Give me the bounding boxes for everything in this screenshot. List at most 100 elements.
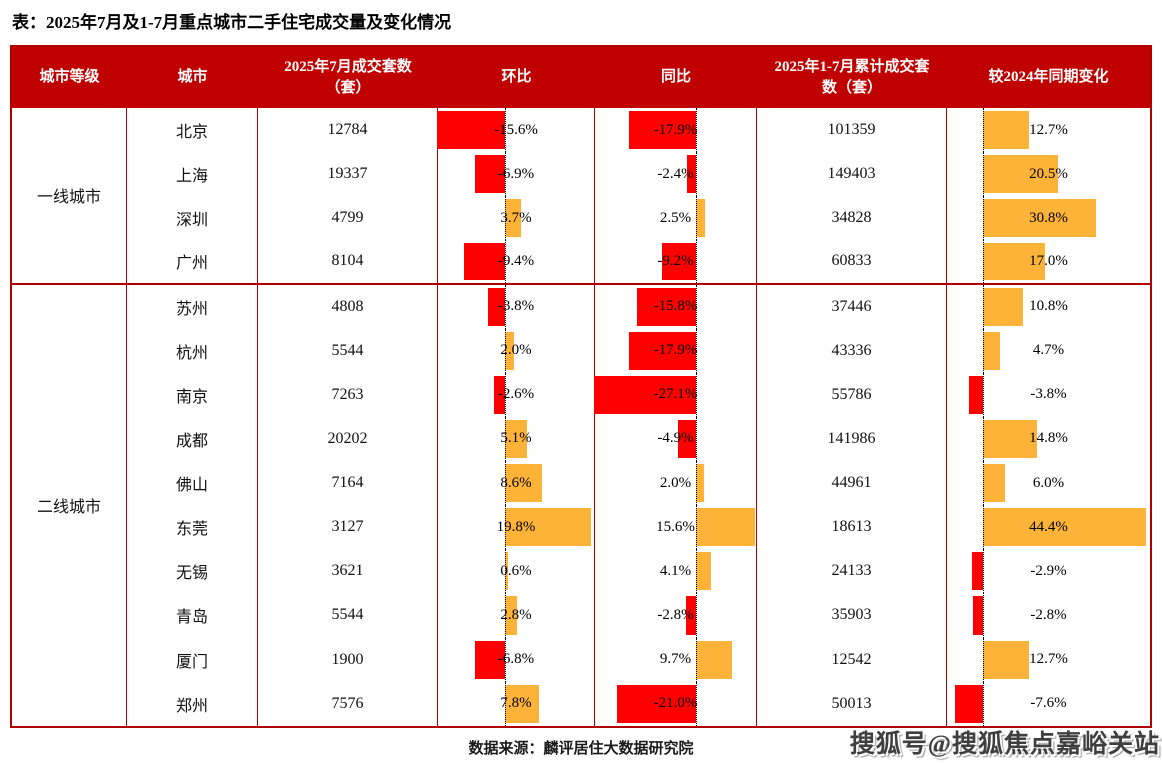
jul-sales-cell: 5544 [258, 328, 438, 373]
yoy-value-label: 2.5% [659, 209, 692, 226]
table-header: 城市等级 城市 2025年7月成交套数（套） 环比 同比 2025年1-7月累计… [12, 47, 1150, 108]
yoy-bar [696, 552, 712, 591]
city-cell: 成都 [127, 416, 258, 461]
zero-axis-line [505, 461, 506, 506]
yoy-bar [696, 199, 706, 238]
yoy-bar-cell: -9.2% [595, 240, 757, 285]
mom-value-label: -15.6% [494, 121, 538, 138]
zero-axis-line [983, 152, 984, 197]
vs2024-value-label: 14.8% [1029, 430, 1068, 447]
cum-sales-cell: 55786 [757, 372, 947, 417]
mom-bar-cell: -6.9% [438, 152, 595, 197]
zero-axis-line [505, 549, 506, 594]
vs2024-bar [983, 111, 1030, 150]
yoy-value-label: -21.0% [653, 695, 698, 712]
jul-sales-cell: 7263 [258, 372, 438, 417]
zero-axis-line [983, 416, 984, 461]
mom-bar-cell: -15.6% [437, 108, 595, 153]
mom-value-label: 8.6% [500, 474, 532, 491]
zero-axis-line [696, 593, 697, 638]
zero-axis-line [696, 461, 697, 506]
jul-sales-cell: 20202 [258, 416, 438, 461]
vs2024-bar [983, 640, 1030, 679]
city-cell: 佛山 [127, 461, 258, 506]
city-cell: 深圳 [127, 196, 258, 241]
yoy-bar [687, 155, 696, 194]
zero-axis-line [983, 461, 984, 506]
vs2024-value-label: -7.6% [1030, 695, 1067, 712]
yoy-bar-cell: 9.7% [595, 637, 757, 682]
vs2024-value-label: 6.0% [1032, 474, 1065, 491]
vs2024-bar [983, 287, 1023, 326]
zero-axis-line [505, 240, 506, 283]
yoy-bar-cell: -2.8% [595, 593, 757, 638]
zero-axis-line [505, 108, 506, 153]
cum-sales-cell: 37446 [757, 284, 947, 329]
column-header-tier: 城市等级 [39, 69, 100, 86]
cum-sales-cell: 43336 [757, 328, 947, 373]
mom-value-label: -9.4% [497, 252, 535, 269]
zero-axis-line [696, 549, 697, 594]
mom-value-label: 3.7% [500, 209, 532, 226]
vs2024-bar-cell: 20.5% [947, 152, 1150, 197]
column-header-mom: 环比 [501, 69, 532, 86]
mom-bar [505, 331, 514, 370]
yoy-value-label: 2.0% [659, 474, 692, 491]
mom-bar [505, 199, 522, 238]
column-header-jul: 2025年7月成交套数（套） [284, 59, 412, 96]
vs2024-bar-cell: 12.7% [947, 108, 1150, 153]
cum-sales-cell: 141986 [757, 416, 947, 461]
yoy-bar [628, 111, 696, 150]
mom-bar [505, 552, 508, 591]
vs2024-bar [983, 419, 1038, 458]
data-source-note: 数据来源：麟评居住大数据研究院 [468, 741, 694, 757]
column-header-city: 城市 [177, 69, 208, 86]
mom-value-label: 0.6% [500, 562, 532, 579]
yoy-bar-cell: -15.8% [595, 284, 757, 329]
yoy-bar [696, 464, 704, 503]
cum-sales-cell: 60833 [757, 240, 947, 285]
vs2024-bar [983, 508, 1146, 547]
mom-value-label: 19.8% [496, 518, 536, 535]
city-cell: 上海 [127, 152, 258, 197]
table-title: 表：2025年7月及1-7月重点城市二手住宅成交量及变化情况 [12, 13, 452, 32]
jul-sales-cell: 5544 [258, 593, 438, 638]
city-cell: 无锡 [127, 549, 258, 594]
data-table: 城市等级 城市 2025年7月成交套数（套） 环比 同比 2025年1-7月累计… [10, 45, 1152, 728]
mom-value-label: 2.8% [500, 606, 532, 623]
mom-bar-cell: 19.8% [438, 505, 595, 550]
mom-value-label: -6.8% [497, 651, 535, 668]
vs2024-value-label: 20.5% [1029, 165, 1068, 182]
yoy-bar [636, 287, 696, 326]
yoy-value-label: -17.9% [653, 342, 698, 359]
yoy-value-label: -2.4% [657, 165, 694, 182]
zero-axis-line [983, 549, 984, 594]
yoy-bar-cell: -17.9% [595, 108, 757, 153]
mom-bar [505, 508, 592, 547]
zero-axis-line [505, 196, 506, 241]
vs2024-bar [972, 596, 983, 635]
column-header-cum: 2025年1-7月累计成交套数（套） [774, 59, 930, 96]
yoy-bar-cell: 4.1% [595, 549, 757, 594]
cum-sales-cell: 12542 [757, 637, 947, 682]
vs2024-value-label: 12.7% [1029, 651, 1068, 668]
city-cell: 广州 [127, 240, 258, 285]
vs2024-bar [983, 464, 1005, 503]
cum-sales-cell: 149403 [757, 152, 947, 197]
jul-sales-cell: 1900 [258, 637, 438, 682]
vs2024-bar [983, 243, 1046, 280]
jul-sales-cell: 3127 [258, 505, 438, 550]
zero-axis-line [505, 372, 506, 417]
city-cell: 东莞 [127, 505, 258, 550]
city-cell: 南京 [127, 372, 258, 417]
zero-axis-line [505, 505, 506, 550]
zero-axis-line [696, 284, 697, 329]
yoy-bar [696, 640, 733, 679]
mom-value-label: -6.9% [497, 165, 535, 182]
zero-axis-line [696, 196, 697, 241]
mom-bar [488, 287, 505, 326]
jul-sales-cell: 7164 [258, 461, 438, 506]
jul-sales-cell: 4799 [258, 196, 438, 241]
cum-sales-cell: 34828 [757, 196, 947, 241]
